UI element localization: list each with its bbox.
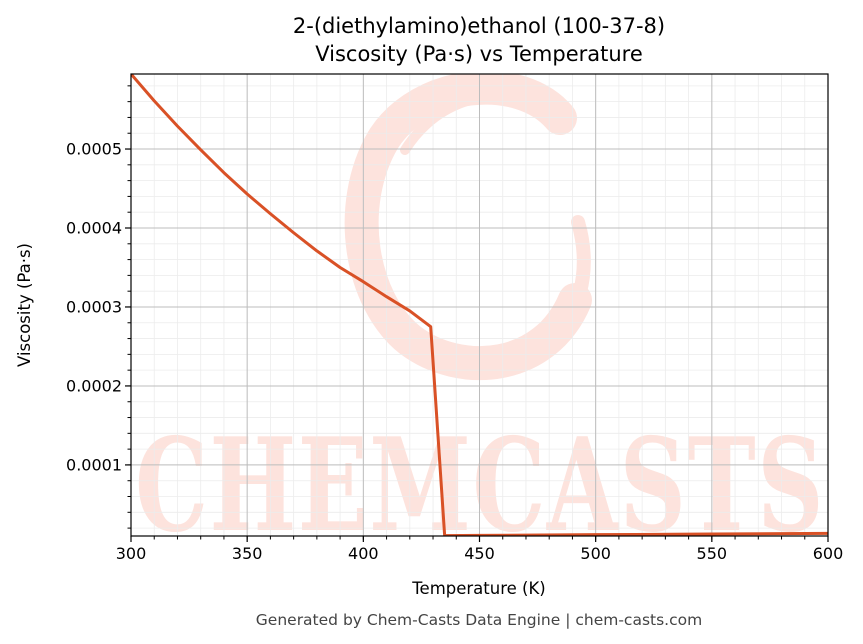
chart-title-line-2: Viscosity (Pa·s) vs Temperature (315, 42, 643, 66)
viscosity-series-line (131, 74, 828, 536)
y-tick-label: 0.0005 (66, 140, 122, 159)
x-axis-ticks: 300 350 400 450 500 550 600 (116, 536, 844, 563)
x-tick-label: 550 (697, 544, 728, 563)
x-tick-label: 300 (116, 544, 147, 563)
y-tick-label: 0.0003 (66, 297, 122, 316)
y-tick-label: 0.0004 (66, 219, 122, 238)
x-tick-label: 400 (348, 544, 379, 563)
x-tick-label: 350 (232, 544, 263, 563)
y-axis-label: Viscosity (Pa·s) (15, 243, 34, 367)
y-axis-ticks: 0.0001 0.0002 0.0003 0.0004 0.0005 (66, 85, 131, 529)
x-tick-label: 500 (580, 544, 611, 563)
x-axis-label: Temperature (K) (411, 579, 545, 598)
major-grid (130, 74, 829, 536)
y-tick-label: 0.0001 (66, 455, 122, 474)
chart-title-line-1: 2-(diethylamino)ethanol (100-37-8) (293, 14, 665, 38)
x-tick-label: 600 (813, 544, 844, 563)
footer-credit: Generated by Chem-Casts Data Engine | ch… (256, 611, 702, 629)
y-tick-label: 0.0002 (66, 376, 122, 395)
x-tick-label: 450 (464, 544, 495, 563)
